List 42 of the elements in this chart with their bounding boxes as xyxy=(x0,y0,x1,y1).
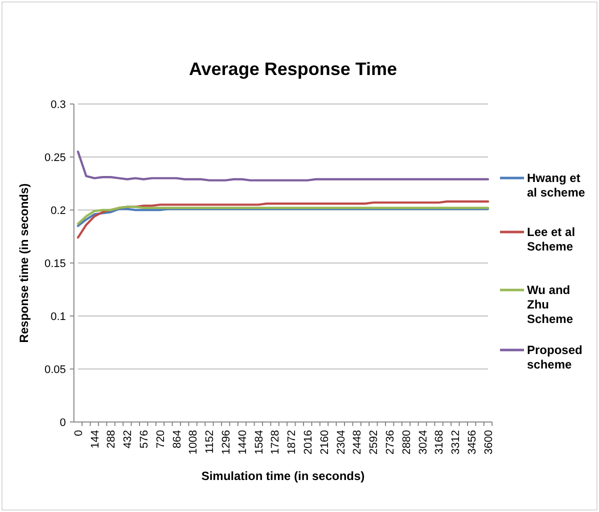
x-tick-label: 1296 xyxy=(220,430,232,454)
x-tick-label: 1872 xyxy=(286,430,298,454)
legend-label: Hwang et al scheme xyxy=(527,171,586,200)
x-tick-label: 144 xyxy=(89,430,102,448)
x-tick-label: 2160 xyxy=(318,430,331,454)
x-tick-label: 2016 xyxy=(302,430,314,454)
y-tick-label: 0.3 xyxy=(50,98,66,111)
x-tick-label: 0 xyxy=(72,430,85,436)
y-tick-label: 0.25 xyxy=(44,152,66,164)
x-tick-label: 720 xyxy=(154,430,167,448)
x-tick-label: 1728 xyxy=(270,430,282,454)
y-tick-label: 0.05 xyxy=(44,364,66,376)
x-tick-label: 2448 xyxy=(352,430,364,454)
line-series xyxy=(76,150,490,182)
x-tick-label: 2304 xyxy=(335,430,348,454)
x-tick-label: 3312 xyxy=(450,430,462,454)
y-tick-label: 0.1 xyxy=(50,310,66,323)
x-axis-title: Simulation time (in seconds) xyxy=(201,469,365,483)
x-tick-label: 2736 xyxy=(384,430,396,454)
x-tick-label: 432 xyxy=(122,430,134,448)
line-series xyxy=(76,200,490,239)
x-tick-label: 288 xyxy=(106,430,118,448)
y-tick-label: 0.2 xyxy=(50,204,66,217)
y-tick-label: 0 xyxy=(60,416,66,429)
x-tick-label: 3456 xyxy=(466,430,478,454)
x-tick-label: 2592 xyxy=(368,430,380,454)
x-tick-label: 2880 xyxy=(400,430,413,454)
chart-title: Average Response Time xyxy=(188,59,398,79)
legend-label: Proposed scheme xyxy=(527,343,582,372)
legend-label: Wu and Zhu Scheme xyxy=(527,283,574,326)
x-tick-label: 3024 xyxy=(417,430,430,454)
x-tick-label: 1440 xyxy=(236,430,249,454)
y-axis-title: Response time (in seconds) xyxy=(17,183,31,343)
x-tick-label: 1008 xyxy=(188,430,200,454)
legend-label: Lee et al Scheme xyxy=(527,225,576,254)
x-tick-label: 864 xyxy=(171,430,184,448)
x-tick-label: 1584 xyxy=(253,430,266,454)
x-tick-label: 3600 xyxy=(482,430,495,454)
x-tick-label: 1152 xyxy=(204,430,216,454)
x-tick-label: 3168 xyxy=(434,430,446,454)
x-tick-label: 576 xyxy=(138,430,150,448)
y-tick-label: 0.15 xyxy=(44,258,66,270)
